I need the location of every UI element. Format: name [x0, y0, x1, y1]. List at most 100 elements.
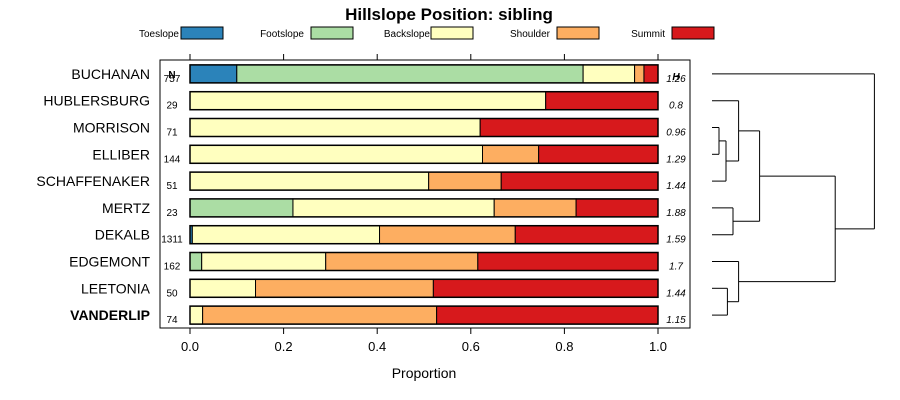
bar-outline-vanderlip — [189, 305, 659, 325]
bar-row-leetonia — [189, 278, 659, 299]
bar-segment-elliber-shoulder — [482, 144, 540, 164]
n-value-mertz: 23 — [166, 208, 178, 219]
bar-segment-buchanan-footslope — [236, 64, 584, 84]
bar-segment-buchanan-backslope — [582, 64, 636, 84]
n-value-edgemont: 162 — [164, 262, 181, 273]
h-value-edgemont: 1.7 — [669, 262, 683, 273]
bar-segment-mertz-backslope — [292, 198, 495, 218]
h-value-buchanan: 1.26 — [666, 74, 686, 85]
bar-row-buchanan — [189, 64, 659, 84]
h-value-hublersburg: 0.8 — [669, 101, 683, 112]
bar-row-mertz — [189, 198, 659, 218]
legend-label-backslope: Backslope — [384, 29, 431, 40]
n-value-vanderlip: 74 — [166, 315, 178, 326]
bar-segment-mertz-summit — [575, 198, 659, 218]
bar-outline-buchanan — [189, 64, 659, 84]
row-label-elliber: ELLIBER — [92, 146, 150, 162]
bar-outline-mertz — [189, 198, 659, 218]
bar-segment-buchanan-toeslope — [189, 64, 238, 84]
bar-outline-morrison — [189, 117, 659, 138]
bar-segment-vanderlip-backslope — [189, 305, 204, 325]
x-tick-label-5: 1.0 — [649, 339, 667, 354]
n-column-header: N — [168, 70, 175, 81]
bar-segment-dekalb-backslope — [191, 225, 381, 245]
bar-segment-elliber-summit — [538, 144, 659, 164]
bar-outline-hublersburg — [189, 90, 659, 111]
bar-segment-schaffenaker-backslope — [189, 171, 430, 191]
bar-segment-edgemont-summit — [477, 252, 659, 271]
legend-swatch-footslope — [310, 26, 354, 40]
x-axis-title: Proportion — [392, 365, 457, 381]
h-value-dekalb: 1.59 — [666, 235, 686, 246]
bar-segment-morrison-backslope — [189, 118, 481, 137]
legend: Toeslope Footslope Backslope Shoulder Summit — [139, 26, 715, 40]
h-value-morrison: 0.96 — [666, 128, 686, 139]
bar-row-vanderlip — [189, 305, 659, 325]
n-value-leetonia: 50 — [166, 288, 178, 299]
row-label-hublersburg: HUBLERSBURG — [43, 93, 150, 109]
bar-row-elliber — [189, 144, 659, 165]
n-value-dekalb: 1311 — [161, 235, 183, 246]
bar-segment-leetonia-backslope — [189, 278, 257, 298]
row-label-mertz: MERTZ — [102, 200, 150, 216]
bar-segment-edgemont-footslope — [189, 252, 203, 271]
bar-row-hublersburg — [189, 90, 659, 111]
bar-segment-vanderlip-shoulder — [202, 305, 438, 325]
h-value-vanderlip: 1.15 — [666, 315, 686, 326]
bar-outline-elliber — [189, 144, 659, 165]
bar-row-dekalb — [189, 224, 659, 245]
x-tick-label-1: 0.2 — [275, 339, 293, 354]
legend-swatch-toeslope — [180, 26, 224, 40]
bar-segment-leetonia-summit — [432, 278, 659, 298]
n-value-buchanan: 757 — [164, 74, 181, 85]
x-tick-label-4: 0.8 — [555, 339, 573, 354]
n-value-schaffenaker: 51 — [166, 181, 178, 192]
dendrogram — [712, 73, 875, 316]
row-label-schaffenaker: SCHAFFENAKER — [36, 173, 150, 189]
bar-row-edgemont — [189, 251, 659, 272]
bar-segment-edgemont-backslope — [201, 252, 327, 271]
bar-segment-buchanan-shoulder — [634, 64, 645, 84]
legend-swatch-summit — [671, 26, 715, 40]
h-value-schaffenaker: 1.44 — [666, 181, 686, 192]
bar-outline-schaffenaker — [189, 171, 659, 191]
bar-segment-schaffenaker-shoulder — [428, 171, 502, 191]
bar-segment-buchanan-summit — [643, 64, 659, 84]
x-tick-label-3: 0.6 — [462, 339, 480, 354]
h-column-header: H — [672, 72, 680, 83]
bar-segment-leetonia-shoulder — [255, 278, 434, 298]
bar-row-morrison — [189, 117, 659, 138]
h-value-mertz: 1.88 — [666, 208, 686, 219]
row-label-morrison: MORRISON — [73, 120, 150, 136]
row-label-vanderlip: VANDERLIP — [70, 307, 150, 323]
plot-area: 0.0 0.2 0.4 0.6 0.8 1.0 N H BUCHANAN 757 1.26 HUBLE… — [36, 54, 691, 354]
n-value-hublersburg: 29 — [166, 101, 178, 112]
bar-segment-hublersburg-backslope — [189, 91, 547, 111]
legend-label-toeslope: Toeslope — [139, 29, 179, 40]
chart-title: Hillslope Position: sibling — [345, 5, 553, 24]
legend-swatch-shoulder — [556, 26, 600, 40]
n-value-morrison: 71 — [166, 128, 178, 139]
bar-segment-schaffenaker-summit — [500, 171, 659, 191]
bar-segment-dekalb-shoulder — [379, 225, 516, 245]
bar-segment-vanderlip-summit — [436, 305, 659, 325]
bar-outline-dekalb — [189, 224, 659, 245]
legend-label-summit: Summit — [631, 29, 665, 40]
h-value-elliber: 1.29 — [666, 154, 686, 165]
x-tick-label-0: 0.0 — [181, 339, 199, 354]
plot-frame — [159, 59, 691, 329]
bar-segment-hublersburg-summit — [545, 91, 659, 111]
bar-segment-elliber-backslope — [189, 144, 483, 164]
legend-label-shoulder: Shoulder — [510, 29, 551, 40]
bar-segment-mertz-shoulder — [493, 198, 577, 218]
x-tick-label-2: 0.4 — [368, 339, 386, 354]
h-value-leetonia: 1.44 — [666, 288, 686, 299]
legend-swatch-backslope — [430, 26, 474, 40]
bar-segment-dekalb-summit — [514, 225, 659, 245]
row-label-leetonia: LEETONIA — [81, 280, 151, 296]
n-value-elliber: 144 — [164, 154, 181, 165]
row-label-edgemont: EDGEMONT — [69, 254, 150, 270]
row-label-dekalb: DEKALB — [95, 227, 150, 243]
row-label-buchanan: BUCHANAN — [71, 66, 150, 82]
